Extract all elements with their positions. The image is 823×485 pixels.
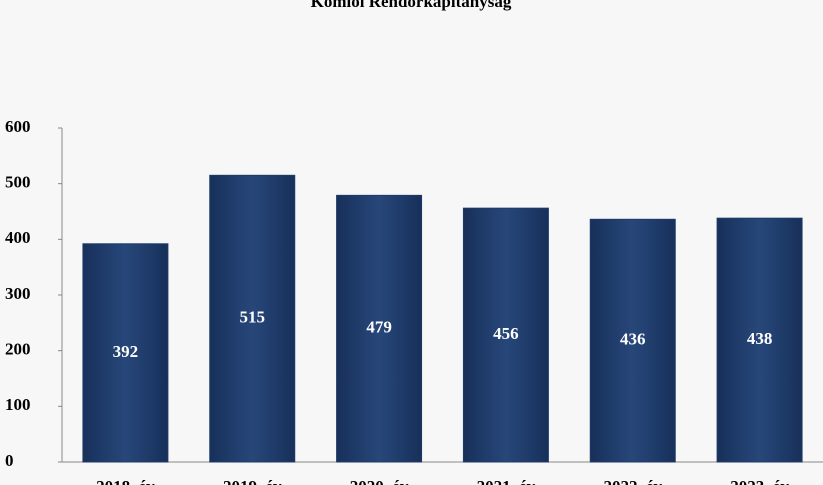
x-tick-label: 2021. év — [477, 477, 536, 485]
bar — [336, 194, 423, 463]
value-label: 392 — [113, 342, 139, 361]
x-tick-label: 2018. év — [96, 477, 155, 485]
x-tick-label: 2023. év — [730, 477, 789, 485]
bar — [716, 217, 803, 463]
x-tick-label: 2022. év — [603, 477, 662, 485]
x-tick-label: 2020. év — [350, 477, 409, 485]
y-tick-label: 200 — [5, 340, 31, 359]
bar — [82, 243, 169, 463]
y-tick-label: 300 — [5, 284, 31, 303]
value-label: 479 — [366, 318, 392, 337]
chart-title: Komlói Rendőrkapitányság — [311, 0, 512, 11]
y-tick-label: 0 — [5, 451, 14, 470]
value-label: 456 — [493, 324, 519, 343]
x-tick-label: 2019. év — [223, 477, 282, 485]
bar — [589, 218, 676, 463]
value-label: 515 — [240, 308, 266, 327]
y-tick-label: 400 — [5, 228, 31, 247]
value-label: 436 — [620, 330, 646, 349]
bar — [209, 174, 296, 463]
y-tick-label: 100 — [5, 395, 31, 414]
y-tick-label: 500 — [5, 173, 31, 192]
bar — [462, 207, 549, 463]
y-tick-label: 600 — [5, 117, 31, 136]
value-label: 438 — [747, 329, 773, 348]
